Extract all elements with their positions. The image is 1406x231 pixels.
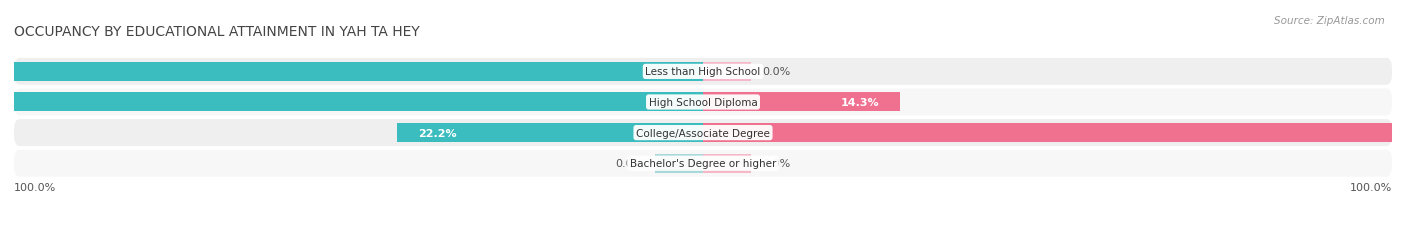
Bar (703, 154, 751, 173)
Bar (396, 124, 703, 143)
Bar (703, 63, 751, 82)
Text: 14.3%: 14.3% (841, 97, 879, 107)
Bar (655, 154, 703, 173)
Text: 0.0%: 0.0% (762, 158, 790, 168)
Text: 22.2%: 22.2% (418, 128, 457, 138)
FancyBboxPatch shape (14, 150, 1392, 177)
Text: College/Associate Degree: College/Associate Degree (636, 128, 770, 138)
Text: Bachelor's Degree or higher: Bachelor's Degree or higher (630, 158, 776, 168)
FancyBboxPatch shape (14, 59, 1392, 85)
Text: 100.0%: 100.0% (14, 182, 56, 192)
Bar (0, 63, 703, 82)
Text: Less than High School: Less than High School (645, 67, 761, 77)
Text: High School Diploma: High School Diploma (648, 97, 758, 107)
Text: 100.0%: 100.0% (1350, 182, 1392, 192)
Bar (703, 124, 1406, 143)
Bar (703, 93, 900, 112)
Text: Source: ZipAtlas.com: Source: ZipAtlas.com (1274, 16, 1385, 26)
FancyBboxPatch shape (14, 89, 1392, 116)
FancyBboxPatch shape (14, 120, 1392, 146)
Bar (0, 93, 703, 112)
Text: 0.0%: 0.0% (762, 67, 790, 77)
Text: 0.0%: 0.0% (616, 158, 644, 168)
Text: OCCUPANCY BY EDUCATIONAL ATTAINMENT IN YAH TA HEY: OCCUPANCY BY EDUCATIONAL ATTAINMENT IN Y… (14, 25, 420, 39)
